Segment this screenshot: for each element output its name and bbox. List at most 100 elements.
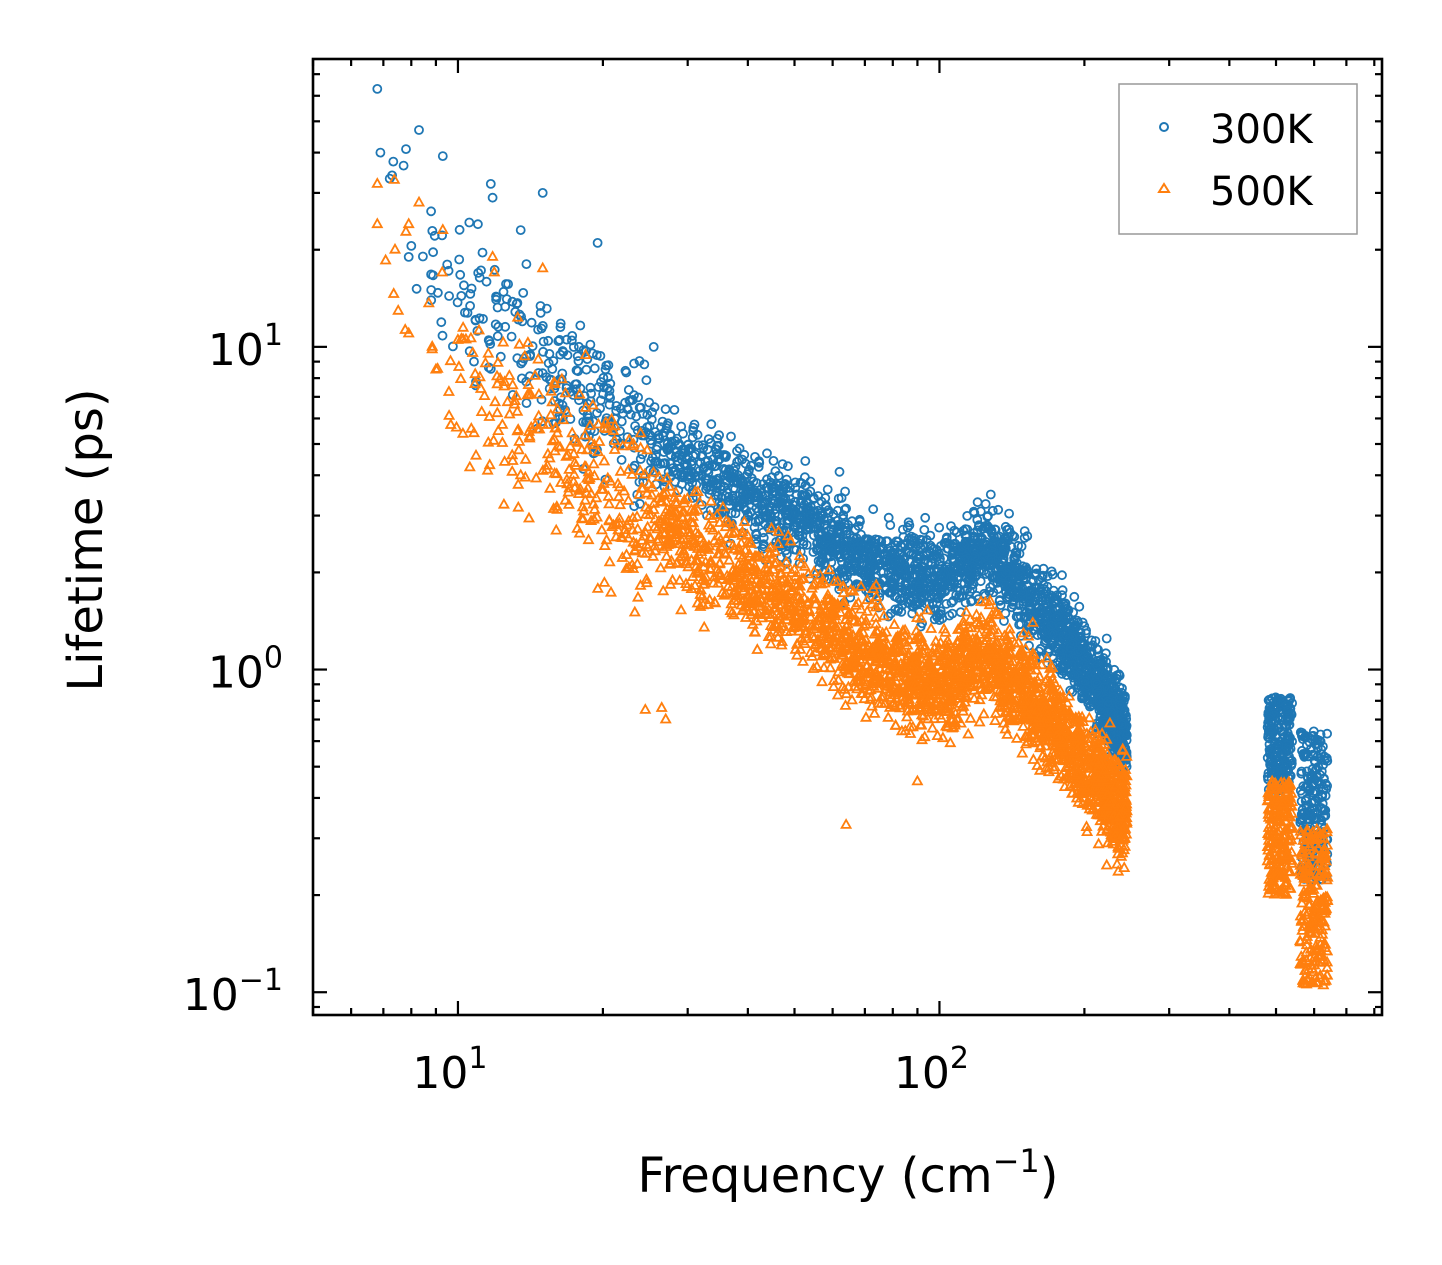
data-point-300k bbox=[1101, 633, 1112, 644]
data-point-500k bbox=[711, 562, 724, 574]
data-point-300k bbox=[641, 375, 652, 386]
data-point-300k bbox=[994, 596, 1005, 606]
data-point-500k bbox=[906, 720, 919, 732]
data-point-300k bbox=[701, 478, 711, 489]
data-point-500k bbox=[653, 470, 666, 482]
data-point-500k bbox=[724, 604, 737, 615]
data-point-300k bbox=[678, 470, 689, 481]
data-point-300k bbox=[973, 560, 984, 570]
data-point-300k bbox=[1102, 696, 1113, 707]
data-point-300k bbox=[1269, 766, 1280, 777]
data-point-300k bbox=[1014, 600, 1024, 610]
data-point-300k bbox=[858, 542, 869, 553]
data-point-500k bbox=[719, 587, 733, 599]
data-point-300k bbox=[1284, 753, 1295, 764]
data-point-500k bbox=[622, 494, 635, 505]
data-point-500k bbox=[426, 339, 439, 351]
data-point-300k bbox=[962, 561, 973, 572]
data-point-500k bbox=[831, 688, 844, 700]
data-point-500k bbox=[937, 622, 951, 634]
data-point-300k bbox=[947, 567, 958, 578]
data-point-300k bbox=[495, 351, 506, 362]
data-point-500k bbox=[1054, 684, 1067, 696]
data-point-500k bbox=[900, 710, 914, 722]
data-point-500k bbox=[1016, 746, 1029, 758]
data-point-500k bbox=[1040, 651, 1054, 663]
data-point-300k bbox=[790, 483, 801, 493]
data-point-300k bbox=[517, 373, 527, 384]
data-point-500k bbox=[598, 539, 611, 550]
data-point-500k bbox=[1011, 700, 1024, 712]
data-point-500k bbox=[631, 522, 644, 534]
data-point-500k bbox=[882, 652, 895, 664]
data-point-300k bbox=[791, 513, 802, 524]
data-point-300k bbox=[995, 560, 1006, 570]
data-point-500k bbox=[926, 721, 939, 733]
data-point-300k bbox=[918, 540, 929, 551]
data-point-500k bbox=[633, 488, 646, 499]
data-point-500k bbox=[561, 406, 574, 418]
data-point-300k bbox=[805, 524, 816, 534]
data-point-300k bbox=[567, 335, 577, 346]
data-point-300k bbox=[1048, 585, 1059, 596]
data-point-500k bbox=[479, 356, 492, 368]
data-point-500k bbox=[877, 609, 890, 621]
data-point-500k bbox=[612, 490, 625, 502]
data-point-300k bbox=[770, 509, 780, 519]
data-point-300k bbox=[623, 384, 634, 395]
data-point-300k bbox=[929, 614, 940, 625]
data-point-300k bbox=[437, 330, 448, 341]
data-point-500k bbox=[660, 549, 673, 561]
data-point-300k bbox=[885, 548, 895, 559]
data-point-500k bbox=[817, 661, 831, 672]
data-point-300k bbox=[1069, 591, 1080, 602]
data-point-300k bbox=[490, 319, 501, 330]
data-point-300k bbox=[1057, 585, 1068, 596]
data-point-300k bbox=[634, 402, 645, 413]
data-point-300k bbox=[427, 225, 438, 236]
data-point-300k bbox=[683, 465, 694, 476]
data-point-500k bbox=[576, 500, 589, 512]
data-point-300k bbox=[829, 520, 839, 531]
data-point-500k bbox=[578, 428, 592, 440]
data-point-500k bbox=[957, 704, 970, 716]
data-point-300k bbox=[796, 498, 807, 508]
data-point-300k bbox=[589, 363, 600, 374]
data-point-300k bbox=[1270, 751, 1281, 762]
data-point-300k bbox=[946, 521, 956, 531]
data-point-300k bbox=[914, 582, 925, 593]
data-point-300k bbox=[555, 318, 566, 329]
data-point-500k bbox=[399, 224, 412, 236]
data-point-300k bbox=[1263, 695, 1274, 706]
data-point-500k bbox=[567, 447, 580, 459]
data-point-500k bbox=[739, 611, 752, 622]
data-point-300k bbox=[592, 237, 603, 248]
data-point-300k bbox=[781, 474, 792, 485]
data-point-300k bbox=[635, 454, 646, 464]
data-point-300k bbox=[783, 461, 793, 472]
data-point-300k bbox=[600, 364, 611, 375]
data-point-500k bbox=[566, 426, 579, 438]
data-point-300k bbox=[827, 544, 837, 555]
data-point-300k bbox=[1025, 593, 1036, 603]
data-point-300k bbox=[1316, 766, 1327, 777]
data-point-300k bbox=[1313, 776, 1324, 787]
data-point-300k bbox=[1057, 645, 1067, 656]
data-point-300k bbox=[894, 556, 905, 566]
data-point-300k bbox=[1041, 605, 1052, 616]
data-point-500k bbox=[598, 454, 611, 466]
data-point-300k bbox=[939, 578, 950, 589]
data-point-500k bbox=[962, 620, 975, 632]
data-point-500k bbox=[738, 515, 751, 526]
data-point-300k bbox=[1093, 688, 1104, 698]
data-point-500k bbox=[921, 603, 934, 615]
data-point-300k bbox=[1112, 714, 1123, 724]
data-point-300k bbox=[697, 440, 708, 451]
data-point-300k bbox=[803, 498, 813, 509]
data-point-300k bbox=[616, 454, 627, 465]
data-point-500k bbox=[706, 523, 720, 535]
data-point-300k bbox=[1322, 728, 1332, 739]
data-point-300k bbox=[739, 449, 750, 460]
data-point-300k bbox=[903, 547, 914, 558]
data-point-300k bbox=[1076, 640, 1087, 651]
